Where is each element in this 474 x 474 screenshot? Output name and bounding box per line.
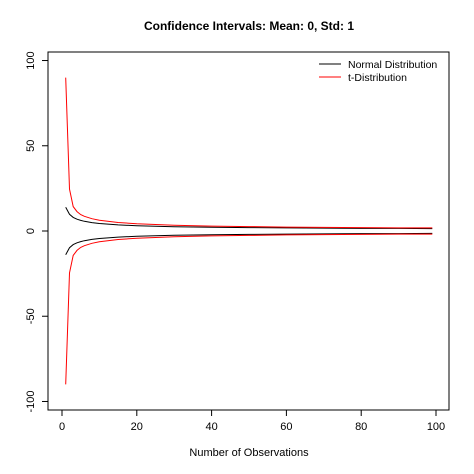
x-tick-label: 80: [355, 421, 367, 433]
plot-frame: [47, 51, 450, 411]
y-tick-label: -100: [25, 390, 37, 412]
y-tick-label: 0: [25, 228, 37, 234]
series-line: [65, 232, 433, 255]
series-line: [65, 77, 433, 229]
y-tick-label: 100: [25, 51, 37, 69]
x-tick-label: 0: [59, 421, 65, 433]
series-layer: [65, 77, 433, 385]
x-tick-label: 20: [131, 421, 143, 433]
x-tick-label: 40: [205, 421, 217, 433]
legend-label: t-Distribution: [348, 72, 407, 84]
series-line: [65, 233, 433, 385]
y-axis: -100 -50 0 50 100: [25, 51, 49, 412]
x-axis-label: Number of Observations: [189, 447, 309, 459]
x-axis: 0 20 40 60 80 100: [59, 409, 445, 433]
y-tick-label: 50: [25, 140, 37, 152]
chart-title: Confidence Intervals: Mean: 0, Std: 1: [144, 19, 354, 33]
legend-label: Normal Distribution: [348, 59, 437, 71]
x-tick-label: 100: [427, 421, 445, 433]
series-line: [65, 207, 433, 230]
y-tick-label: -50: [25, 308, 37, 324]
x-tick-label: 60: [280, 421, 292, 433]
